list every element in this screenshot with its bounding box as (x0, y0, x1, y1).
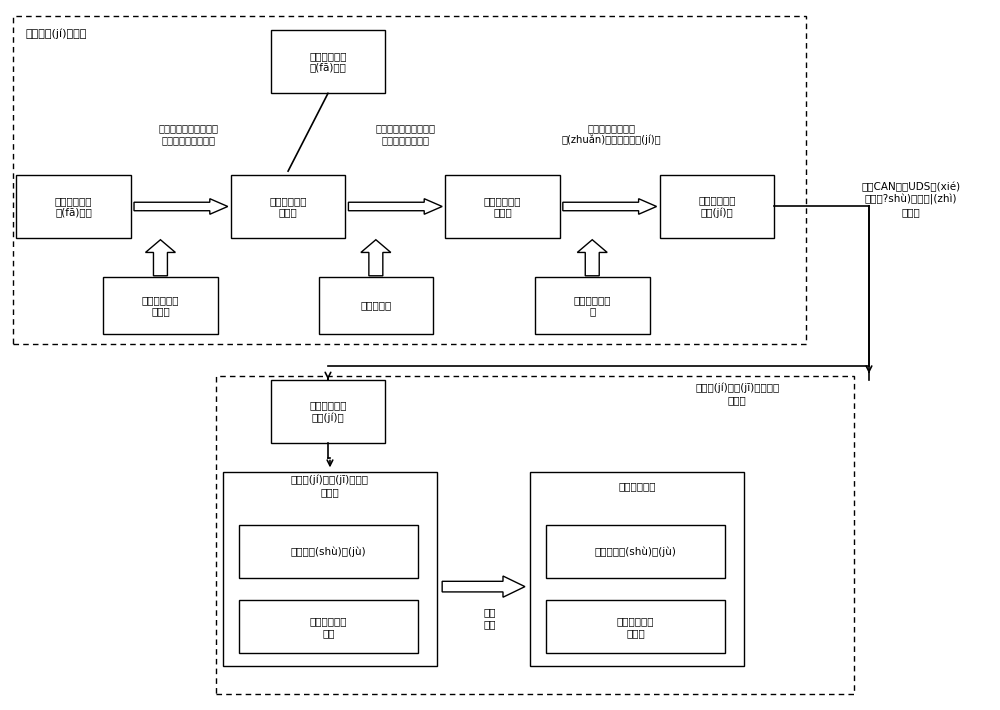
Text: 還原
處理: 還原 處理 (484, 607, 496, 629)
Text: 差分升級(jí)包打包: 差分升級(jí)包打包 (25, 28, 87, 39)
Text: 使用工具由正常包生成
目的版本差分輔助包: 使用工具由正常包生成 目的版本差分輔助包 (159, 124, 219, 145)
Text: 目的版本數(shù)據(jù): 目的版本數(shù)據(jù) (595, 546, 677, 557)
Text: 目的版本差分
升級(jí)包: 目的版本差分 升級(jí)包 (698, 195, 736, 217)
Text: 差分輔助包生
成工具: 差分輔助包生 成工具 (142, 295, 179, 316)
Polygon shape (577, 240, 607, 275)
Polygon shape (319, 277, 433, 334)
Text: 包合并工具: 包合并工具 (360, 300, 391, 310)
Text: 正常目的版本
發(fā)布包: 正常目的版本 發(fā)布包 (309, 50, 347, 72)
Polygon shape (563, 199, 657, 214)
Polygon shape (535, 277, 650, 334)
Polygon shape (223, 471, 437, 666)
Polygon shape (348, 199, 442, 214)
Polygon shape (445, 175, 560, 239)
Text: 通過CAN鏈路UDS協(xié)
議傳輸?shù)酱鷱馁|(zhì)
控制器: 通過CAN鏈路UDS協(xié) 議傳輸?shù)酱鷱馁|(zhì) 控制器 (861, 182, 960, 217)
Text: 目的版本差分
輔助包: 目的版本差分 輔助包 (269, 196, 307, 217)
Polygon shape (16, 175, 131, 239)
Text: 源版本數(shù)據(jù): 源版本數(shù)據(jù) (291, 546, 366, 557)
Text: 目的版本差分
升級(jí)包: 目的版本差分 升級(jí)包 (309, 400, 347, 422)
Polygon shape (239, 525, 418, 578)
Polygon shape (231, 175, 345, 239)
Text: 待升級(jí)電機(jī)控制器
舊版本: 待升級(jí)電機(jī)控制器 舊版本 (291, 475, 369, 497)
Polygon shape (361, 240, 391, 275)
Text: 使用工具將差分包和差
分輔助包合并打包: 使用工具將差分包和差 分輔助包合并打包 (375, 124, 435, 145)
Polygon shape (442, 576, 525, 597)
Text: 正常目的版本
發(fā)布包: 正常目的版本 發(fā)布包 (55, 196, 92, 217)
Polygon shape (530, 471, 744, 666)
Text: 差分包生成工
具: 差分包生成工 具 (573, 295, 611, 316)
Polygon shape (271, 30, 385, 93)
Text: 還原后新版本: 還原后新版本 (618, 481, 656, 491)
Polygon shape (103, 277, 218, 334)
Polygon shape (216, 376, 854, 694)
Polygon shape (13, 16, 806, 344)
Polygon shape (239, 601, 418, 653)
Polygon shape (145, 240, 175, 275)
Polygon shape (546, 525, 725, 578)
Text: 待升級(jí)電機(jī)控制器還
原處理: 待升級(jí)電機(jī)控制器還 原處理 (695, 383, 779, 405)
Polygon shape (134, 199, 228, 214)
Text: 目的版本差分
合并包: 目的版本差分 合并包 (484, 196, 521, 217)
Polygon shape (546, 601, 725, 653)
Polygon shape (660, 175, 774, 239)
Polygon shape (271, 380, 385, 444)
Text: 源版本差分輔
助包: 源版本差分輔 助包 (310, 616, 347, 638)
Text: 使用工具將合并包
轉(zhuǎn)化為差分升級(jí)包: 使用工具將合并包 轉(zhuǎn)化為差分升級(jí)包 (562, 124, 662, 146)
Text: 目的版本差分
輔助包: 目的版本差分 輔助包 (617, 616, 654, 638)
